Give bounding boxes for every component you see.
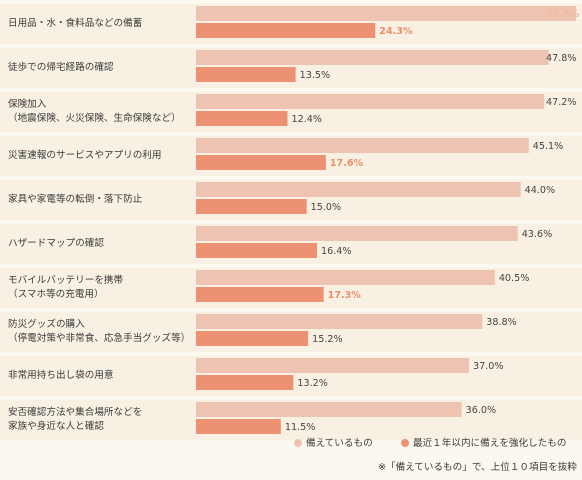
- bar-series1-1: [196, 67, 296, 82]
- bar-series1-4: [196, 199, 307, 214]
- category-label-line: （スマホ等の充電用）: [8, 288, 104, 300]
- category-label-6: モバイルバッテリーを携帯 （スマホ等の充電用）: [8, 274, 124, 300]
- bar-series0-6: [196, 270, 495, 285]
- bar-series1-5: [196, 243, 318, 258]
- value-label-series0-8: 37.0%: [473, 361, 503, 372]
- value-label-series1-5: 16.4%: [321, 246, 351, 257]
- bar-series0-8: [196, 358, 470, 373]
- category-label-3: 災害速報のサービスやアプリの利用: [8, 149, 162, 161]
- bar-series0-9: [196, 402, 462, 417]
- bar-series1-9: [196, 419, 281, 434]
- legend-swatch-0: [294, 439, 302, 447]
- category-label-0: 日用品・水・食料品などの備蓄: [8, 17, 143, 29]
- value-label-series0-1: 47.8%: [546, 53, 576, 64]
- bar-series1-6: [196, 287, 324, 302]
- legend: 備えているもの 最近１年以内に備えを強化したもの: [294, 437, 567, 449]
- category-label-4: 家具や家電等の転倒・落下防止: [8, 193, 143, 205]
- value-label-series1-6: 17.3%: [328, 290, 362, 301]
- bar-series1-0: [196, 23, 376, 38]
- category-label-5: ハザードマップの確認: [8, 237, 104, 249]
- value-label-series1-7: 15.2%: [312, 334, 342, 345]
- category-label-line: 家族や身近な人と確認: [8, 420, 104, 432]
- value-label-series0-3: 45.1%: [533, 141, 563, 152]
- category-label-9: 安否確認方法や集合場所などを家族や身近な人と確認: [8, 406, 142, 432]
- bar-series0-7: [196, 314, 483, 329]
- category-label-2: 保険加入 （地震保険、火災保険、生命保険など）: [8, 98, 181, 124]
- bar-series0-4: [196, 182, 521, 197]
- bars: [196, 6, 576, 434]
- value-labels: 51.5% 24.3% 47.8% 13.5% 47.2% 12.4% 45.1% 17.6%…: [285, 9, 580, 433]
- value-label-series1-1: 13.5%: [300, 70, 330, 81]
- category-label-8: 非常用持ち出し袋の用意: [8, 369, 114, 381]
- bar-series1-8: [196, 375, 294, 390]
- legend-label-1: 最近１年以内に備えを強化したもの: [413, 437, 567, 449]
- footnote: ※「備えているもの」で、上位１０項目を抜粋: [378, 461, 577, 473]
- value-label-series1-2: 12.4%: [291, 114, 321, 125]
- value-label-series1-3: 17.6%: [330, 158, 364, 169]
- bar-series0-0: [196, 6, 576, 21]
- category-label-line: （停電対策や非常食、応急手当グッズ等）: [8, 332, 190, 344]
- bar-series0-1: [196, 50, 549, 65]
- bar-series0-2: [196, 94, 545, 109]
- category-label-line: 防災グッズの購入: [8, 318, 85, 330]
- bar-series1-2: [196, 111, 288, 126]
- value-label-series1-9: 11.5%: [285, 422, 315, 433]
- legend-swatch-1: [401, 439, 409, 447]
- bar-series1-7: [196, 331, 309, 346]
- value-label-series0-9: 36.0%: [466, 405, 496, 416]
- value-label-series1-8: 13.2%: [297, 378, 327, 389]
- value-label-series0-0: 51.5%: [546, 9, 580, 20]
- bar-series1-3: [196, 155, 326, 170]
- category-label-7: 防災グッズの購入 （停電対策や非常食、応急手当グッズ等）: [8, 318, 190, 344]
- bar-series0-3: [196, 138, 529, 153]
- value-label-series0-4: 44.0%: [525, 185, 555, 196]
- category-label-line: モバイルバッテリーを携帯: [8, 274, 124, 286]
- category-label-1: 徒歩での帰宅経路の確認: [8, 61, 114, 73]
- value-label-series1-0: 24.3%: [379, 26, 413, 37]
- category-label-line: （地震保険、火災保険、生命保険など）: [8, 112, 181, 124]
- value-label-series0-5: 43.6%: [522, 229, 552, 240]
- value-label-series0-6: 40.5%: [499, 273, 529, 284]
- value-label-series0-7: 38.8%: [486, 317, 516, 328]
- category-label-line: 安否確認方法や集合場所などを: [8, 406, 142, 418]
- value-label-series1-4: 15.0%: [311, 202, 341, 213]
- legend-label-0: 備えているもの: [306, 437, 373, 449]
- bar-series0-5: [196, 226, 518, 241]
- value-label-series0-2: 47.2%: [546, 97, 576, 108]
- category-label-line: 保険加入: [8, 98, 47, 110]
